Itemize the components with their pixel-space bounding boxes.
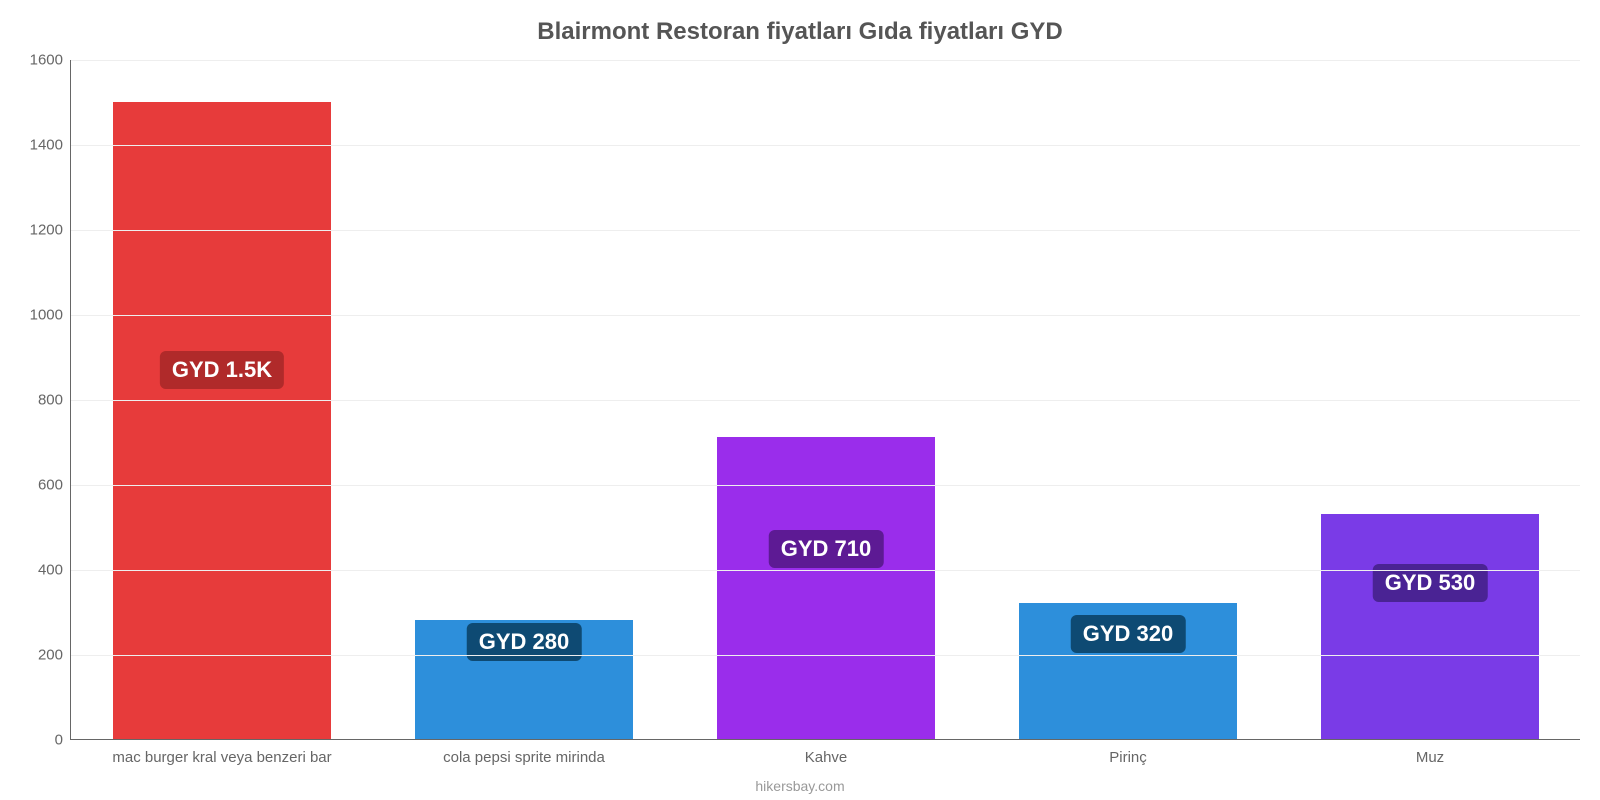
xtick-label: Kahve bbox=[805, 739, 848, 766]
chart-container: Blairmont Restoran fiyatları Gıda fiyatl… bbox=[0, 0, 1600, 800]
bar-value-label: GYD 320 bbox=[1071, 615, 1186, 653]
ytick-label: 200 bbox=[38, 647, 71, 664]
xtick-label: mac burger kral veya benzeri bar bbox=[112, 739, 331, 766]
ytick-label: 1600 bbox=[30, 52, 71, 69]
gridline bbox=[71, 60, 1580, 61]
ytick-label: 0 bbox=[55, 732, 71, 749]
xtick-label: Pirinç bbox=[1109, 739, 1147, 766]
gridline bbox=[71, 315, 1580, 316]
bar bbox=[717, 437, 934, 739]
bar-value-label: GYD 710 bbox=[769, 530, 884, 568]
gridline bbox=[71, 485, 1580, 486]
ytick-label: 400 bbox=[38, 562, 71, 579]
bar bbox=[113, 102, 330, 740]
chart-title: Blairmont Restoran fiyatları Gıda fiyatl… bbox=[0, 0, 1600, 46]
ytick-label: 1200 bbox=[30, 222, 71, 239]
xtick-label: Muz bbox=[1416, 739, 1444, 766]
ytick-label: 1000 bbox=[30, 307, 71, 324]
gridline bbox=[71, 570, 1580, 571]
plot-area: GYD 1.5Kmac burger kral veya benzeri bar… bbox=[70, 60, 1580, 740]
bar-value-label: GYD 1.5K bbox=[160, 351, 284, 389]
gridline bbox=[71, 145, 1580, 146]
ytick-label: 600 bbox=[38, 477, 71, 494]
bar bbox=[1321, 514, 1538, 739]
ytick-label: 800 bbox=[38, 392, 71, 409]
chart-footer: hikersbay.com bbox=[0, 778, 1600, 794]
gridline bbox=[71, 655, 1580, 656]
ytick-label: 1400 bbox=[30, 137, 71, 154]
gridline bbox=[71, 400, 1580, 401]
gridline bbox=[71, 230, 1580, 231]
xtick-label: cola pepsi sprite mirinda bbox=[443, 739, 605, 766]
